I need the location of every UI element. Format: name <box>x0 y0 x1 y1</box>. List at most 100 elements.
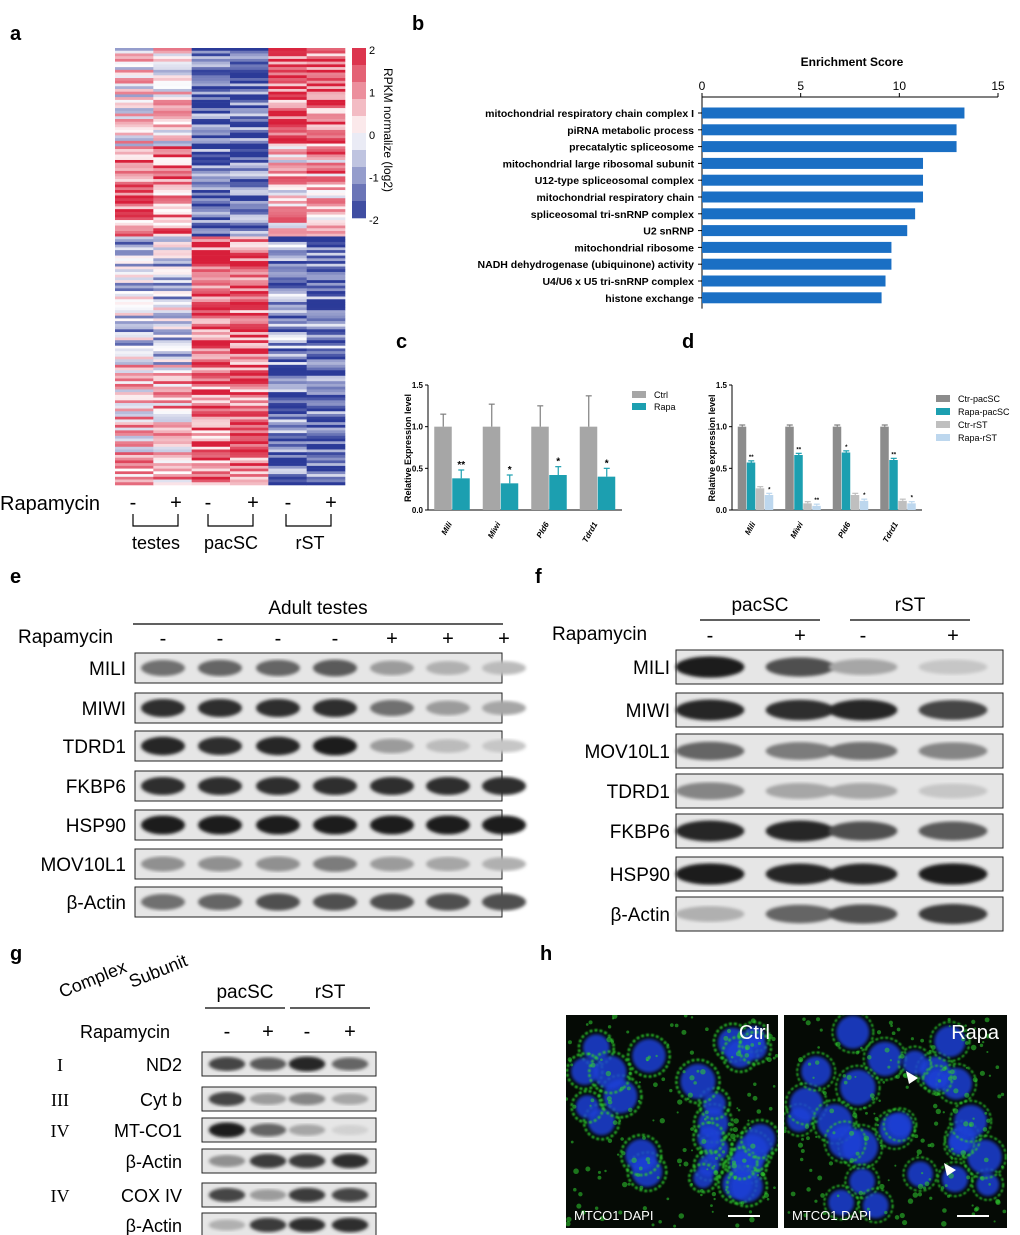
blot-e-band <box>140 660 186 676</box>
mito-speckle <box>947 1076 953 1081</box>
heatmap-cell <box>230 367 269 371</box>
mito-speckle <box>949 1069 955 1075</box>
mito-speckle <box>676 1111 679 1114</box>
chart-c-y-tick-label: 0.5 <box>412 464 424 473</box>
heatmap-cell <box>191 460 231 464</box>
blot-f-band <box>918 863 988 885</box>
heatmap-cell <box>306 334 346 338</box>
mito-speckle <box>965 1041 969 1045</box>
blot-e-band <box>369 856 415 872</box>
heatmap-cell <box>115 427 154 431</box>
panel-e: e Adult testes Rapamycin MILIMIWITDRD1FK… <box>10 566 527 918</box>
mito-speckle <box>725 1188 728 1192</box>
mito-speckle <box>849 1157 855 1163</box>
mito-speckle <box>704 1110 709 1115</box>
heatmap-cell <box>115 318 154 322</box>
chart-d-y-tick-label: 1.5 <box>716 381 728 390</box>
mito-speckle <box>879 1144 882 1147</box>
mito-signal <box>882 1107 918 1142</box>
heatmap-cell <box>115 209 154 213</box>
heatmap-cell <box>153 187 192 191</box>
heatmap-cell <box>306 214 346 218</box>
heatmap-cell <box>153 168 192 172</box>
heatmap-cell <box>191 321 231 325</box>
heatmap-cell <box>306 288 346 292</box>
heatmap-cell <box>191 441 231 445</box>
heatmap-cell <box>268 127 307 131</box>
chart-b-title: Enrichment Score <box>801 55 904 69</box>
heatmap-cell <box>191 373 231 377</box>
heatmap-cell <box>153 444 192 448</box>
heatmap-cell <box>306 138 346 142</box>
heatmap-cell <box>115 422 154 426</box>
heatmap-cell <box>306 187 346 191</box>
panel-label-d: d <box>682 331 694 353</box>
heatmap-cell <box>306 299 346 303</box>
heatmap-cell <box>306 192 346 196</box>
nucleus <box>976 1173 1000 1196</box>
heatmap-cell <box>191 370 231 374</box>
mito-speckle <box>822 1211 827 1216</box>
heatmap-cell <box>115 94 154 98</box>
blot-e-band <box>425 739 471 753</box>
heatmap-cell <box>191 127 231 131</box>
heatmap-cell <box>153 364 192 368</box>
blot-e-sign: - <box>332 628 339 650</box>
heatmap-cell <box>268 157 307 161</box>
heatmap-cell <box>115 471 154 475</box>
mito-speckle <box>683 1015 688 1018</box>
heatmap-cell <box>153 154 192 158</box>
heatmap-cell <box>191 149 231 153</box>
heatmap-cell <box>191 225 231 229</box>
heatmap-cell <box>153 58 192 62</box>
mito-speckle <box>767 1033 773 1039</box>
mito-speckle <box>901 1219 908 1226</box>
heatmap-cell <box>153 67 192 71</box>
heatmap-cell <box>268 233 307 237</box>
heatmap-cell <box>268 381 307 385</box>
heatmap-cell <box>306 75 346 79</box>
heatmap-cell <box>115 370 154 374</box>
blot-g-band <box>331 1153 369 1169</box>
mito-speckle <box>894 1164 897 1167</box>
heatmap-cell <box>306 190 346 194</box>
heatmap-cell <box>306 230 346 235</box>
heatmap-cell <box>268 463 307 467</box>
mito-speckle <box>817 1175 823 1181</box>
mito-speckle <box>683 1161 689 1167</box>
heatmap-cell <box>191 220 231 224</box>
heatmap-cell <box>191 342 231 347</box>
heatmap-cell <box>191 48 231 52</box>
heatmap-cell <box>191 94 231 98</box>
heatmap-cell <box>230 94 269 98</box>
panel-label-a: a <box>10 23 22 45</box>
heatmap-cell <box>306 236 346 240</box>
mito-speckle <box>752 1095 758 1101</box>
heatmap-cell <box>230 72 269 76</box>
mito-speckle <box>690 1127 694 1131</box>
heatmap-cell <box>306 427 346 431</box>
mito-speckle <box>645 1157 651 1162</box>
heatmap-cell <box>268 102 307 106</box>
heatmap-cell <box>230 149 269 153</box>
blot-g-complex-label: III <box>51 1090 69 1110</box>
mito-speckle <box>590 1062 596 1068</box>
heatmap-cell <box>191 135 231 139</box>
heatmap-cell <box>306 53 346 57</box>
heatmap-cell <box>268 110 307 114</box>
heatmap-cell <box>115 479 154 483</box>
chart-c-bar <box>452 478 470 510</box>
heatmap-cell <box>306 241 346 245</box>
heatmap-cell <box>306 271 346 275</box>
heatmap-cell <box>306 337 346 341</box>
heatmap-cell <box>115 375 154 379</box>
heatmap-cell <box>268 222 307 226</box>
heatmap-cell <box>115 452 154 456</box>
heatmap-cell <box>115 119 154 123</box>
heatmap-cell <box>115 53 154 57</box>
chart-b-bar <box>702 124 957 136</box>
heatmap-cell <box>230 173 269 177</box>
mito-speckle <box>753 1169 756 1172</box>
heatmap-cell <box>230 187 269 191</box>
heatmap-cell <box>153 99 192 103</box>
